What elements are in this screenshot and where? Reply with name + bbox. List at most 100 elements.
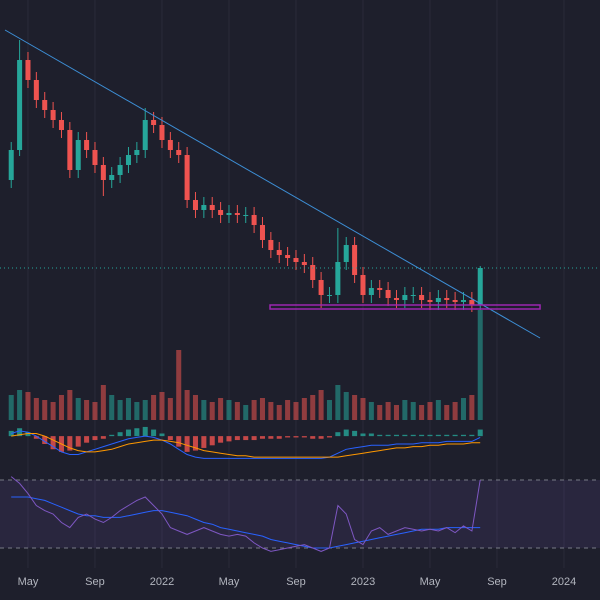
volume-bar <box>176 350 182 420</box>
candle-body <box>251 215 257 225</box>
volume-bar <box>142 400 148 420</box>
volume-bar <box>92 402 98 420</box>
x-tick-label: 2024 <box>552 576 576 588</box>
candle-body <box>67 130 73 170</box>
candle-body <box>100 165 106 180</box>
macd-line <box>11 430 481 459</box>
candle-body <box>276 250 282 255</box>
candle-body <box>402 295 408 300</box>
macd-histogram <box>352 430 358 437</box>
volume-bar <box>285 400 291 420</box>
macd-histogram <box>234 436 240 441</box>
macd-histogram <box>385 434 391 437</box>
macd-histogram <box>151 429 157 437</box>
macd-histogram <box>192 436 198 451</box>
volume-bar <box>134 402 140 420</box>
candle-body <box>234 213 240 215</box>
macd-histogram <box>67 436 73 451</box>
trendline <box>4 29 541 339</box>
volume-bar <box>368 402 374 420</box>
macd-histogram <box>92 436 98 441</box>
macd-histogram <box>42 436 48 444</box>
volume-bar <box>42 400 48 420</box>
rsi-line <box>10 476 481 552</box>
candle-body <box>452 300 458 302</box>
macd-histogram <box>301 436 307 438</box>
candle-body <box>385 290 391 298</box>
candle-body <box>17 60 23 150</box>
candle-body <box>209 205 215 210</box>
x-tick-label: May <box>219 576 240 588</box>
volume-bar <box>8 395 14 420</box>
macd-histogram <box>368 433 374 437</box>
macd-histogram <box>17 428 23 437</box>
macd-histogram <box>435 434 441 437</box>
candle-body <box>477 268 483 305</box>
candle-body <box>326 295 332 296</box>
candle-body <box>335 262 341 295</box>
macd-histogram <box>285 436 291 438</box>
x-tick-label: May <box>18 576 39 588</box>
volume-bar <box>419 405 425 420</box>
candle-body <box>75 140 81 170</box>
signal-line <box>11 433 481 458</box>
volume-bar <box>151 395 157 420</box>
macd-histogram <box>251 436 257 441</box>
macd-histogram <box>410 434 416 437</box>
macd-histogram <box>159 433 165 437</box>
macd-histogram <box>134 428 140 437</box>
volume-bar <box>460 398 466 420</box>
volume-bar <box>75 398 81 420</box>
volume-bar <box>402 400 408 420</box>
macd-histogram <box>444 434 450 437</box>
macd-histogram <box>218 436 224 443</box>
volume-bar <box>352 395 358 420</box>
volume-bar <box>117 400 123 420</box>
volume-bar <box>393 405 399 420</box>
volume-bar <box>100 385 106 420</box>
volume-bar <box>310 395 316 420</box>
volume-bar <box>33 398 39 420</box>
candle-body <box>151 120 157 125</box>
candle-body <box>293 258 299 262</box>
volume-bar <box>243 405 249 420</box>
volume-bar <box>201 400 207 420</box>
volume-bar <box>343 392 349 420</box>
candle-body <box>167 140 173 150</box>
volume-bar <box>427 402 433 420</box>
volume-bar <box>385 402 391 420</box>
candle-body <box>125 155 131 165</box>
volume-bar <box>301 398 307 420</box>
candle-body <box>117 165 123 175</box>
candle-body <box>201 205 207 210</box>
macd-histogram <box>360 433 366 437</box>
volume-bar <box>125 398 131 420</box>
macd-histogram <box>268 436 274 439</box>
volume-bar <box>326 400 332 420</box>
candle-body <box>310 265 316 280</box>
candle-body <box>377 288 383 290</box>
volume-bar <box>218 398 224 420</box>
macd-histogram <box>259 436 265 439</box>
volume-bar <box>259 398 265 420</box>
candle-body <box>343 245 349 262</box>
macd-histogram <box>226 436 232 442</box>
candle-body <box>109 175 115 180</box>
volume-bar <box>58 395 64 420</box>
macd-histogram <box>243 436 249 441</box>
volume-bar <box>251 400 257 420</box>
candle-body <box>469 300 475 305</box>
candle-body <box>243 215 249 216</box>
volume-bar <box>452 402 458 420</box>
candle-body <box>352 245 358 275</box>
candle-body <box>33 80 39 100</box>
x-tick-label: 2022 <box>150 576 174 588</box>
candle-body <box>92 150 98 165</box>
candle-body <box>134 150 140 155</box>
macd-histogram <box>310 436 316 439</box>
candle-body <box>176 150 182 155</box>
candle-body <box>393 298 399 300</box>
candle-body <box>444 298 450 300</box>
